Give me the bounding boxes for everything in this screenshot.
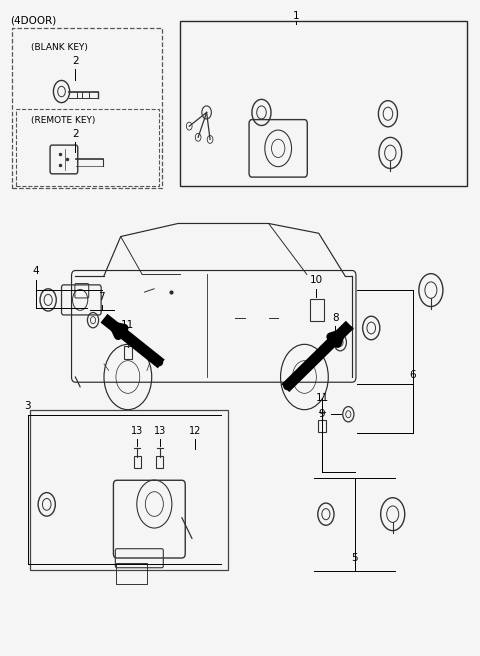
Text: 3: 3 bbox=[24, 401, 31, 411]
Text: 11: 11 bbox=[315, 393, 329, 403]
Text: 4: 4 bbox=[33, 266, 39, 276]
Bar bbox=[310, 299, 324, 321]
Text: 2: 2 bbox=[72, 129, 79, 139]
Text: 9: 9 bbox=[319, 409, 325, 419]
Text: 13: 13 bbox=[154, 426, 166, 436]
Text: 7: 7 bbox=[98, 293, 105, 302]
Text: 2: 2 bbox=[72, 56, 79, 66]
Bar bbox=[180, 21, 467, 186]
Text: 12: 12 bbox=[189, 426, 201, 436]
Text: (BLANK KEY): (BLANK KEY) bbox=[32, 43, 88, 52]
Text: 5: 5 bbox=[351, 553, 358, 563]
Bar bbox=[30, 409, 228, 569]
Text: (4DOOR): (4DOOR) bbox=[10, 16, 56, 26]
Text: 10: 10 bbox=[310, 276, 323, 285]
Text: 8: 8 bbox=[332, 313, 339, 323]
Text: (REMOTE KEY): (REMOTE KEY) bbox=[32, 115, 96, 125]
Text: 1: 1 bbox=[292, 10, 299, 21]
Text: 11: 11 bbox=[121, 320, 134, 331]
Text: 13: 13 bbox=[131, 426, 144, 436]
Text: 6: 6 bbox=[409, 370, 416, 380]
